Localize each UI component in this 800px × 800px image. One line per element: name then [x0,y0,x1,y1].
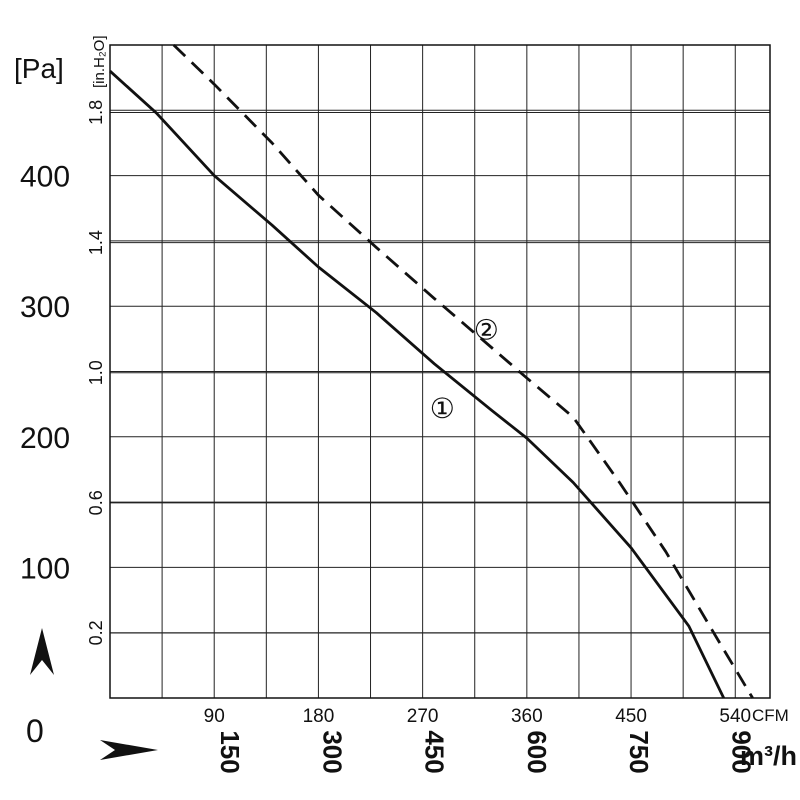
tick-label-inh2o: 0.6 [86,490,106,515]
tick-labels: 100 200 300 400 0.2 0.6 1.0 1.4 1.8 90 180 270 360 45… [20,100,756,774]
axes [109,44,771,699]
tick-label-inh2o: 1.4 [86,230,106,255]
tick-label-cfm: 450 [615,706,647,727]
unit-cfm-label: CFM [752,706,789,725]
tick-label-inh2o: 1.8 [86,100,106,125]
unit-inh2o-label: [in.H₂O] [91,36,108,89]
tick-label-cfm: 360 [511,706,543,727]
series-labels: ①② [430,315,499,424]
tick-label-inh2o: 0.2 [86,620,106,645]
tick-label-cfm: 90 [204,706,225,727]
series-lines [109,43,754,699]
plot-frame [109,44,771,699]
grid [110,45,770,698]
tick-label-cfm: 270 [407,706,439,727]
tick-label-m3h: 450 [420,730,450,773]
tick-label-m3h: 900 [726,730,756,773]
unit-m3h-label: m³/h [740,741,797,771]
tick-label-cfm: 180 [303,706,335,727]
series-line-2 [172,43,754,699]
tick-label-pa: 200 [20,422,70,455]
flow-axis-arrow-icon [100,740,158,760]
tick-label-cfm: 540 [719,706,751,727]
series-label-2: ② [474,315,499,346]
origin-zero-label: 0 [26,713,44,749]
tick-label-pa: 300 [20,291,70,324]
tick-label-pa: 100 [20,552,70,585]
pressure-axis-arrow-icon [30,628,54,675]
tick-label-inh2o: 1.0 [86,360,106,385]
series-line-1 [109,70,725,699]
tick-label-m3h: 150 [215,730,245,773]
tick-label-pa: 400 [20,161,70,194]
tick-label-m3h: 300 [318,730,348,773]
tick-label-m3h: 750 [624,730,654,773]
tick-label-m3h: 600 [522,730,552,773]
unit-pa-label: [Pa] [14,53,64,84]
series-label-1: ① [430,393,455,424]
